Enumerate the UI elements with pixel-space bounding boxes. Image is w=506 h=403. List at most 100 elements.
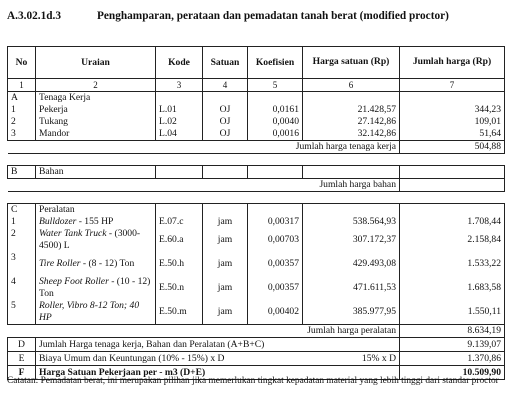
row-kode: E.60.a xyxy=(156,228,203,252)
row-no: 3 xyxy=(8,252,36,276)
section-b-title-row: B Bahan xyxy=(8,166,505,179)
row-satuan: jam xyxy=(203,228,248,252)
row-kode: E.50.n xyxy=(156,276,203,300)
row-uraian: Roller, Vibro 8-12 Ton; 40 HP xyxy=(36,300,156,325)
col-number: 3 xyxy=(156,79,203,92)
row-uraian: Mandor xyxy=(36,128,156,141)
row-jumlah: 1.708,44 xyxy=(400,216,505,228)
subtotal-value: 8.634,19 xyxy=(400,325,505,338)
row-koefisien: 0,0040 xyxy=(248,116,303,128)
row-percentage: 15% x D xyxy=(303,352,400,366)
row-harga: 21.428,57 xyxy=(303,104,400,116)
col-header-jumlah-harga: Jumlah harga (Rp) xyxy=(400,47,505,79)
row-harga: 307.172,37 xyxy=(303,228,400,252)
subtotal-label: Jumlah harga bahan xyxy=(8,179,400,192)
row-jumlah: 51,64 xyxy=(400,128,505,141)
section-title: Peralatan xyxy=(36,204,156,217)
col-number: 5 xyxy=(248,79,303,92)
row-uraian: Tukang xyxy=(36,116,156,128)
row-satuan: OJ xyxy=(203,128,248,141)
col-header-koefisien: Koefisien xyxy=(248,47,303,79)
row-uraian: Bulldozer - 155 HP xyxy=(36,216,156,228)
row-harga: 32.142,86 xyxy=(303,128,400,141)
equipment-spec: - (8 - 12) Ton xyxy=(81,258,135,269)
row-no: 4 xyxy=(8,276,36,300)
section-letter: B xyxy=(8,166,36,179)
column-number-row: 1 2 3 4 5 6 7 xyxy=(8,79,505,92)
col-header-no: No xyxy=(8,47,36,79)
row-satuan: jam xyxy=(203,300,248,325)
row-kode: L.02 xyxy=(156,116,203,128)
section-letter: A xyxy=(8,92,36,105)
col-number: 4 xyxy=(203,79,248,92)
equipment-name: Water Tank Truck xyxy=(39,228,107,239)
row-kode: E.50.h xyxy=(156,252,203,276)
row-harga: 27.142,86 xyxy=(303,116,400,128)
col-header-uraian: Uraian xyxy=(36,47,156,79)
equipment-spec: - 155 HP xyxy=(76,216,113,227)
row-uraian: Tire Roller - (8 - 12) Ton xyxy=(36,252,156,276)
row-koefisien: 0,0016 xyxy=(248,128,303,141)
row-no: 2 xyxy=(8,228,36,252)
row-no: 5 xyxy=(8,300,36,325)
equipment-name: Sheep Foot Roller xyxy=(39,276,109,287)
row-jumlah: 1.533,22 xyxy=(400,252,505,276)
row-value: 1.370,86 xyxy=(400,352,505,366)
subtotal-label: Jumlah harga peralatan xyxy=(8,325,400,338)
subtotal-row-c: Jumlah harga peralatan 8.634,19 xyxy=(8,325,505,338)
row-kode: E.50.m xyxy=(156,300,203,325)
subtotal-label: Jumlah harga tenaga kerja xyxy=(8,141,400,154)
col-number: 2 xyxy=(36,79,156,92)
table-row: 3 Mandor L.04 OJ 0,0016 32.142,86 51,64 xyxy=(8,128,505,141)
section-title: Tenaga Kerja xyxy=(36,92,156,105)
row-satuan: OJ xyxy=(203,104,248,116)
row-koefisien: 0,00402 xyxy=(248,300,303,325)
row-koefisien: 0,00317 xyxy=(248,216,303,228)
row-satuan: jam xyxy=(203,276,248,300)
table-row: 1 Pekerja L.01 OJ 0,0161 21.428,57 344,2… xyxy=(8,104,505,116)
equipment-name: Tire Roller xyxy=(39,258,81,269)
row-uraian: Sheep Foot Roller - (10 - 12) Ton xyxy=(36,276,156,300)
subtotal-row-b: Jumlah harga bahan xyxy=(8,179,505,192)
row-no: 1 xyxy=(8,104,36,116)
row-no: 1 xyxy=(8,216,36,228)
section-title: Penghamparan, perataan dan pemadatan tan… xyxy=(97,8,497,25)
row-uraian: Water Tank Truck - (3000-4500) L xyxy=(36,228,156,252)
row-label: Biaya Umum dan Keuntungan (10% - 15%) x … xyxy=(36,352,303,366)
col-header-kode: Kode xyxy=(156,47,203,79)
col-header-satuan: Satuan xyxy=(203,47,248,79)
col-number: 1 xyxy=(8,79,36,92)
row-jumlah: 1.550,11 xyxy=(400,300,505,325)
row-kode: E.07.c xyxy=(156,216,203,228)
row-label: Jumlah Harga tenaga kerja, Bahan dan Per… xyxy=(36,338,400,352)
section-c-title-row: C Peralatan xyxy=(8,204,505,217)
table-header-row: No Uraian Kode Satuan Koefisien Harga sa… xyxy=(8,47,505,79)
row-harga: 538.564,93 xyxy=(303,216,400,228)
price-analysis-table: No Uraian Kode Satuan Koefisien Harga sa… xyxy=(7,46,505,380)
table-row: 4 Sheep Foot Roller - (10 - 12) Ton E.50… xyxy=(8,276,505,300)
row-harga: 429.493,08 xyxy=(303,252,400,276)
section-a-title-row: A Tenaga Kerja xyxy=(8,92,505,105)
row-satuan: OJ xyxy=(203,116,248,128)
col-number: 7 xyxy=(400,79,505,92)
subtotal-value xyxy=(400,179,505,192)
table-row: 5 Roller, Vibro 8-12 Ton; 40 HP E.50.m j… xyxy=(8,300,505,325)
row-satuan: jam xyxy=(203,216,248,228)
subtotal-value: 504,88 xyxy=(400,141,505,154)
row-uraian: Pekerja xyxy=(36,104,156,116)
row-letter: E xyxy=(8,352,36,366)
row-harga: 471.611,53 xyxy=(303,276,400,300)
row-d: D Jumlah Harga tenaga kerja, Bahan dan P… xyxy=(8,338,505,352)
row-koefisien: 0,00357 xyxy=(248,276,303,300)
section-letter: C xyxy=(8,204,36,217)
equipment-name: Roller, Vibro 8-12 Ton; 40 HP xyxy=(39,300,139,323)
section-code: A.3.02.1d.3 xyxy=(7,8,61,25)
table-row: 1 Bulldozer - 155 HP E.07.c jam 0,00317 … xyxy=(8,216,505,228)
table-row: 3 Tire Roller - (8 - 12) Ton E.50.h jam … xyxy=(8,252,505,276)
row-jumlah: 109,01 xyxy=(400,116,505,128)
row-value: 9.139,07 xyxy=(400,338,505,352)
table-row: 2 Tukang L.02 OJ 0,0040 27.142,86 109,01 xyxy=(8,116,505,128)
row-no: 2 xyxy=(8,116,36,128)
row-harga: 385.977,95 xyxy=(303,300,400,325)
row-satuan: jam xyxy=(203,252,248,276)
